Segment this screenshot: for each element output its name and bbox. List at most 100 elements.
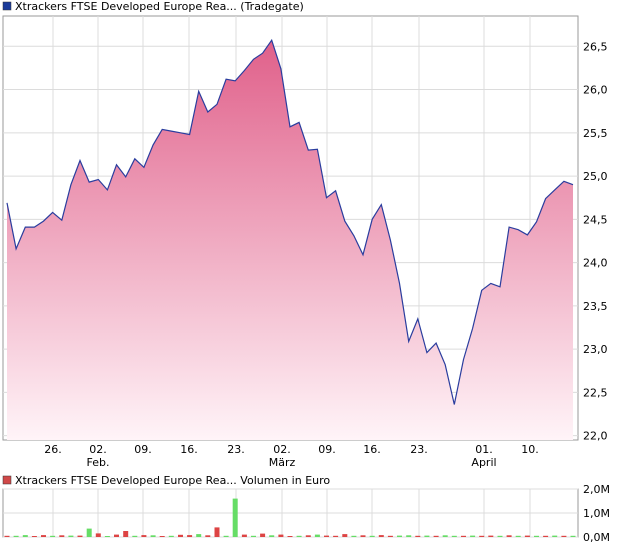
volume-bar — [424, 535, 430, 537]
volume-bar — [506, 535, 512, 537]
volume-bar — [232, 498, 238, 537]
volume-bar — [534, 535, 539, 537]
price-y-tick-label: 24,5 — [583, 213, 608, 226]
volume-bar — [205, 535, 211, 537]
price-y-tick-label: 23,5 — [583, 300, 608, 313]
price-x-tick-label: 09. — [318, 443, 336, 456]
price-x-month-label: April — [471, 456, 496, 469]
volume-bar — [4, 535, 10, 537]
price-x-month-label: März — [269, 456, 296, 469]
price-legend-swatch — [2, 1, 12, 11]
volume-y-tick-label: 1,0M — [583, 507, 610, 520]
volume-bar — [187, 535, 193, 537]
price-y-tick-label: 25,5 — [583, 127, 608, 140]
volume-bar — [433, 535, 439, 537]
volume-bar — [59, 535, 65, 537]
volume-bar — [461, 535, 466, 537]
volume-bar — [22, 535, 28, 537]
price-x-tick-label: 02. — [89, 443, 107, 456]
volume-y-tick-label: 0,0M — [583, 531, 610, 544]
volume-bar — [369, 535, 375, 537]
volume-bar — [86, 528, 92, 537]
volume-bar — [50, 535, 56, 537]
price-x-tick-label: 09. — [134, 443, 152, 456]
volume-bar — [497, 535, 503, 537]
volume-bar — [305, 535, 311, 537]
volume-bar — [470, 535, 476, 537]
volume-bar — [223, 535, 229, 537]
price-y-axis: 22,0 22,5 23,0 23,5 24,0 24,5 25,0 25,5 26,0 26,5 — [583, 40, 608, 442]
price-x-tick-label: 16. — [180, 443, 198, 456]
volume-bar — [132, 535, 138, 537]
price-x-tick-label: 23. — [227, 443, 245, 456]
volume-bar — [360, 535, 366, 537]
price-x-tick-label: 01. — [475, 443, 493, 456]
price-line — [6, 38, 574, 405]
volume-bar — [324, 535, 329, 537]
price-y-tick-label: 23,0 — [583, 343, 608, 356]
volume-chart-title: Xtrackers FTSE Developed Europe Rea... V… — [15, 474, 330, 487]
volume-bar — [168, 535, 174, 537]
volume-bar — [479, 535, 485, 537]
price-area-fill — [7, 40, 573, 440]
volume-bar — [387, 535, 393, 537]
price-y-tick-label: 26,5 — [583, 40, 608, 53]
price-y-tick-label: 22,5 — [583, 386, 608, 399]
volume-bar — [241, 534, 247, 537]
volume-bar — [406, 535, 412, 537]
volume-bar — [13, 535, 19, 537]
price-x-tick-label: 23. — [410, 443, 428, 456]
volume-bar — [41, 535, 46, 537]
price-y-tick-label: 22,0 — [583, 430, 608, 443]
volume-bar — [515, 535, 521, 537]
volume-bar — [488, 535, 494, 537]
price-area — [6, 38, 574, 440]
volume-bar — [314, 534, 320, 537]
price-chart-title: Xtrackers FTSE Developed Europe Rea... (… — [15, 0, 304, 13]
volume-bar — [269, 535, 275, 537]
volume-bar — [123, 531, 129, 537]
volume-bar — [451, 535, 457, 537]
price-x-month-label: Feb. — [87, 456, 110, 469]
volume-bar — [570, 535, 576, 537]
volume-bar — [342, 534, 348, 537]
volume-bar — [552, 535, 558, 537]
volume-bar — [543, 535, 549, 537]
volume-bars — [4, 498, 576, 537]
volume-bar — [251, 535, 256, 537]
volume-bar — [77, 535, 83, 537]
volume-bar — [31, 536, 37, 537]
volume-bar — [159, 536, 165, 537]
volume-bar — [178, 534, 183, 537]
volume-bar — [442, 535, 448, 537]
volume-y-axis: 0,0M 1,0M 2,0M — [583, 483, 610, 544]
price-y-tick-label: 25,0 — [583, 170, 608, 183]
price-x-tick-label: 26. — [44, 443, 62, 456]
price-y-tick-label: 24,0 — [583, 257, 608, 270]
volume-bar — [351, 535, 357, 537]
volume-legend-swatch — [2, 475, 12, 485]
volume-bar — [68, 535, 74, 537]
volume-bar — [278, 534, 284, 537]
volume-bar — [114, 534, 119, 537]
volume-bar — [296, 535, 302, 537]
volume-bar — [260, 533, 266, 537]
price-x-tick-label: 10. — [521, 443, 539, 456]
volume-bar — [415, 535, 421, 537]
volume-bar — [561, 535, 567, 537]
price-x-tick-label: 16. — [363, 443, 381, 456]
volume-bar — [378, 535, 384, 537]
price-y-tick-label: 26,0 — [583, 84, 608, 97]
volume-bar — [524, 535, 530, 537]
volume-bar — [397, 535, 402, 537]
volume-bar — [333, 535, 339, 537]
volume-grid — [2, 488, 579, 538]
volume-y-tick-label: 2,0M — [583, 483, 610, 496]
volume-bar — [104, 536, 110, 537]
volume-bar — [287, 536, 293, 537]
volume-bar — [141, 535, 147, 537]
price-x-tick-label: 02. — [273, 443, 291, 456]
volume-bar — [150, 535, 156, 537]
